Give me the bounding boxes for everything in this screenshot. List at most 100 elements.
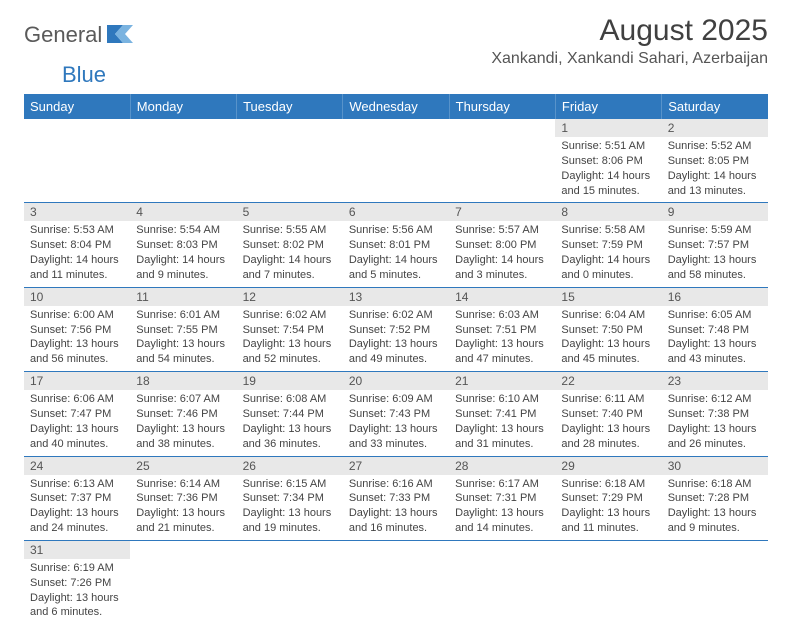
- calendar-cell: 25Sunrise: 6:14 AMSunset: 7:36 PMDayligh…: [130, 456, 236, 540]
- calendar-cell: 21Sunrise: 6:10 AMSunset: 7:41 PMDayligh…: [449, 372, 555, 456]
- daylight-line: Daylight: 14 hours and 3 minutes.: [455, 253, 549, 283]
- logo-text-general: General: [24, 22, 102, 48]
- sunrise-line: Sunrise: 6:02 AM: [243, 308, 337, 323]
- weekday-header-row: SundayMondayTuesdayWednesdayThursdayFrid…: [24, 94, 768, 119]
- daylight-line: Daylight: 13 hours and 26 minutes.: [668, 422, 762, 452]
- calendar-cell: 7Sunrise: 5:57 AMSunset: 8:00 PMDaylight…: [449, 203, 555, 287]
- sunset-line: Sunset: 7:57 PM: [668, 238, 762, 253]
- weekday-header: Tuesday: [237, 94, 343, 119]
- weekday-header: Monday: [130, 94, 236, 119]
- sunset-line: Sunset: 7:31 PM: [455, 491, 549, 506]
- sunrise-line: Sunrise: 6:07 AM: [136, 392, 230, 407]
- daylight-line: Daylight: 13 hours and 28 minutes.: [561, 422, 655, 452]
- sunrise-line: Sunrise: 6:00 AM: [30, 308, 124, 323]
- weekday-header: Wednesday: [343, 94, 449, 119]
- day-number: 20: [343, 372, 449, 390]
- day-number: 28: [449, 457, 555, 475]
- calendar-cell: [237, 119, 343, 203]
- calendar-cell: [24, 119, 130, 203]
- sunset-line: Sunset: 7:59 PM: [561, 238, 655, 253]
- daylight-line: Daylight: 13 hours and 11 minutes.: [561, 506, 655, 536]
- day-body: Sunrise: 6:05 AMSunset: 7:48 PMDaylight:…: [662, 306, 768, 371]
- sunset-line: Sunset: 7:41 PM: [455, 407, 549, 422]
- day-body: Sunrise: 5:56 AMSunset: 8:01 PMDaylight:…: [343, 221, 449, 286]
- calendar-row: 31 Sunrise: 6:19 AMSunset: 7:26 PMDayligh…: [24, 540, 768, 624]
- calendar-row: 10Sunrise: 6:00 AMSunset: 7:56 PMDayligh…: [24, 287, 768, 371]
- sunrise-line: Sunrise: 6:09 AM: [349, 392, 443, 407]
- calendar-cell: [555, 540, 661, 624]
- day-body: Sunrise: 6:16 AMSunset: 7:33 PMDaylight:…: [343, 475, 449, 540]
- weekday-header: Sunday: [24, 94, 130, 119]
- sunset-line: Sunset: 7:44 PM: [243, 407, 337, 422]
- sunrise-line: Sunrise: 6:19 AM: [30, 561, 124, 576]
- calendar-cell: 12Sunrise: 6:02 AMSunset: 7:54 PMDayligh…: [237, 287, 343, 371]
- title-block: August 2025 Xankandi, Xankandi Sahari, A…: [491, 14, 768, 72]
- calendar-cell: 29Sunrise: 6:18 AMSunset: 7:29 PMDayligh…: [555, 456, 661, 540]
- sunrise-line: Sunrise: 5:52 AM: [668, 139, 762, 154]
- calendar-cell: 23Sunrise: 6:12 AMSunset: 7:38 PMDayligh…: [662, 372, 768, 456]
- sunrise-line: Sunrise: 6:13 AM: [30, 477, 124, 492]
- calendar-cell: 11Sunrise: 6:01 AMSunset: 7:55 PMDayligh…: [130, 287, 236, 371]
- calendar-cell: 8Sunrise: 5:58 AMSunset: 7:59 PMDaylight…: [555, 203, 661, 287]
- calendar-cell: 16Sunrise: 6:05 AMSunset: 7:48 PMDayligh…: [662, 287, 768, 371]
- day-number: 30: [662, 457, 768, 475]
- daylight-line: Daylight: 13 hours and 36 minutes.: [243, 422, 337, 452]
- day-body: Sunrise: 6:09 AMSunset: 7:43 PMDaylight:…: [343, 390, 449, 455]
- day-number: 16: [662, 288, 768, 306]
- day-body: Sunrise: 5:57 AMSunset: 8:00 PMDaylight:…: [449, 221, 555, 286]
- day-number: 26: [237, 457, 343, 475]
- calendar-table: SundayMondayTuesdayWednesdayThursdayFrid…: [24, 94, 768, 624]
- daylight-line: Daylight: 13 hours and 33 minutes.: [349, 422, 443, 452]
- day-number: 12: [237, 288, 343, 306]
- month-title: August 2025: [491, 14, 768, 48]
- sunset-line: Sunset: 7:46 PM: [136, 407, 230, 422]
- day-body: Sunrise: 6:07 AMSunset: 7:46 PMDaylight:…: [130, 390, 236, 455]
- daylight-line: Daylight: 13 hours and 21 minutes.: [136, 506, 230, 536]
- sunrise-line: Sunrise: 6:02 AM: [349, 308, 443, 323]
- day-number: 17: [24, 372, 130, 390]
- daylight-line: Daylight: 13 hours and 24 minutes.: [30, 506, 124, 536]
- daylight-line: Daylight: 14 hours and 0 minutes.: [561, 253, 655, 283]
- daylight-line: Daylight: 13 hours and 43 minutes.: [668, 337, 762, 367]
- sunset-line: Sunset: 7:51 PM: [455, 323, 549, 338]
- sunset-line: Sunset: 8:02 PM: [243, 238, 337, 253]
- sunrise-line: Sunrise: 6:18 AM: [668, 477, 762, 492]
- sunrise-line: Sunrise: 5:57 AM: [455, 223, 549, 238]
- sunrise-line: Sunrise: 6:01 AM: [136, 308, 230, 323]
- sunrise-line: Sunrise: 6:15 AM: [243, 477, 337, 492]
- day-body: Sunrise: 6:14 AMSunset: 7:36 PMDaylight:…: [130, 475, 236, 540]
- daylight-line: Daylight: 13 hours and 6 minutes.: [30, 591, 124, 621]
- day-body: Sunrise: 5:54 AMSunset: 8:03 PMDaylight:…: [130, 221, 236, 286]
- weekday-header: Thursday: [449, 94, 555, 119]
- calendar-cell: 6Sunrise: 5:56 AMSunset: 8:01 PMDaylight…: [343, 203, 449, 287]
- weekday-header: Friday: [555, 94, 661, 119]
- calendar-cell: [343, 540, 449, 624]
- calendar-cell: [662, 540, 768, 624]
- day-number: 29: [555, 457, 661, 475]
- day-body: Sunrise: 5:53 AMSunset: 8:04 PMDaylight:…: [24, 221, 130, 286]
- day-body: Sunrise: 6:06 AMSunset: 7:47 PMDaylight:…: [24, 390, 130, 455]
- sunrise-line: Sunrise: 5:59 AM: [668, 223, 762, 238]
- day-body: Sunrise: 5:59 AMSunset: 7:57 PMDaylight:…: [662, 221, 768, 286]
- calendar-cell: 9Sunrise: 5:59 AMSunset: 7:57 PMDaylight…: [662, 203, 768, 287]
- sunset-line: Sunset: 7:38 PM: [668, 407, 762, 422]
- sunrise-line: Sunrise: 6:11 AM: [561, 392, 655, 407]
- calendar-row: 1Sunrise: 5:51 AMSunset: 8:06 PMDaylight…: [24, 119, 768, 203]
- daylight-line: Daylight: 14 hours and 11 minutes.: [30, 253, 124, 283]
- calendar-cell: 24Sunrise: 6:13 AMSunset: 7:37 PMDayligh…: [24, 456, 130, 540]
- sunset-line: Sunset: 7:50 PM: [561, 323, 655, 338]
- day-number: 11: [130, 288, 236, 306]
- day-number: 31: [24, 541, 130, 559]
- calendar-cell: 15Sunrise: 6:04 AMSunset: 7:50 PMDayligh…: [555, 287, 661, 371]
- day-body: Sunrise: 6:02 AMSunset: 7:54 PMDaylight:…: [237, 306, 343, 371]
- daylight-line: Daylight: 14 hours and 13 minutes.: [668, 169, 762, 199]
- sunset-line: Sunset: 7:26 PM: [30, 576, 124, 591]
- day-body: Sunrise: 5:52 AMSunset: 8:05 PMDaylight:…: [662, 137, 768, 202]
- calendar-cell: 18Sunrise: 6:07 AMSunset: 7:46 PMDayligh…: [130, 372, 236, 456]
- day-number: 25: [130, 457, 236, 475]
- day-number: 21: [449, 372, 555, 390]
- sunset-line: Sunset: 8:00 PM: [455, 238, 549, 253]
- day-number: 8: [555, 203, 661, 221]
- calendar-cell: 27Sunrise: 6:16 AMSunset: 7:33 PMDayligh…: [343, 456, 449, 540]
- sunset-line: Sunset: 7:29 PM: [561, 491, 655, 506]
